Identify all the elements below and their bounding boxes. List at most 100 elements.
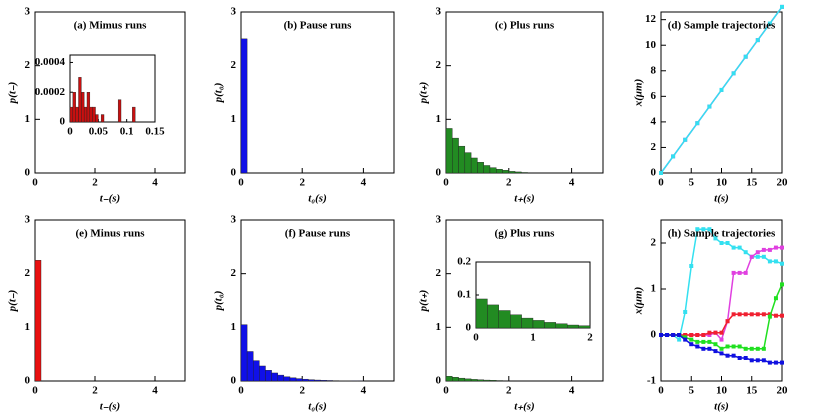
bar bbox=[289, 377, 297, 382]
marker bbox=[773, 245, 778, 250]
marker bbox=[725, 344, 730, 349]
marker bbox=[767, 247, 772, 252]
bar bbox=[458, 145, 466, 174]
marker bbox=[725, 319, 730, 324]
marker bbox=[665, 333, 670, 337]
marker bbox=[707, 330, 712, 335]
bar bbox=[567, 324, 579, 329]
bar bbox=[452, 137, 459, 174]
marker bbox=[677, 333, 682, 337]
bar bbox=[521, 172, 528, 174]
marker bbox=[671, 333, 676, 337]
y-tick-label: 3 bbox=[25, 214, 31, 226]
y-tick-label: 0 bbox=[25, 167, 31, 179]
x-tick-label: 15 bbox=[746, 177, 758, 189]
marker bbox=[761, 358, 766, 363]
bar bbox=[75, 106, 79, 123]
marker bbox=[743, 250, 748, 255]
axes-frame bbox=[240, 11, 395, 174]
bar bbox=[81, 92, 85, 123]
panel-title: (h) Sample trajectories bbox=[668, 228, 776, 240]
bar bbox=[477, 162, 484, 174]
y-tick-label: 2 bbox=[25, 267, 31, 279]
y-tick-label: 3 bbox=[231, 214, 237, 226]
bar bbox=[69, 106, 74, 123]
marker bbox=[695, 344, 700, 349]
bar bbox=[483, 165, 491, 174]
marker bbox=[683, 333, 688, 337]
marker bbox=[725, 241, 730, 245]
marker bbox=[719, 330, 724, 335]
marker bbox=[731, 312, 736, 317]
x-tick-label: 15 bbox=[746, 385, 758, 397]
y-tick-label: 0 bbox=[651, 329, 657, 341]
bar bbox=[34, 260, 42, 382]
bar bbox=[452, 377, 459, 382]
marker bbox=[707, 227, 712, 232]
bar bbox=[464, 378, 472, 382]
x-axis-label: t₊(s) bbox=[514, 193, 534, 205]
marker bbox=[677, 337, 682, 342]
marker bbox=[767, 314, 772, 319]
x-tick-label: 4 bbox=[152, 177, 158, 189]
panel-title: (b) Pause runs bbox=[284, 20, 353, 32]
bar bbox=[464, 152, 472, 174]
marker bbox=[780, 360, 784, 365]
marker bbox=[761, 254, 766, 259]
x-tick-label: 0 bbox=[67, 126, 73, 138]
bar bbox=[92, 106, 96, 123]
marker bbox=[683, 137, 688, 142]
marker bbox=[707, 346, 712, 351]
bar bbox=[477, 379, 484, 382]
bar bbox=[259, 365, 266, 382]
marker bbox=[761, 346, 766, 351]
marker bbox=[701, 333, 706, 337]
marker bbox=[731, 270, 736, 275]
x-tick-label: 0.1 bbox=[120, 126, 134, 138]
bar bbox=[72, 92, 76, 123]
y-tick-label: 0 bbox=[231, 167, 237, 179]
x-tick-label: 0 bbox=[32, 385, 38, 397]
bar bbox=[117, 99, 122, 123]
bar bbox=[483, 379, 491, 382]
x-tick-label: 0 bbox=[443, 385, 449, 397]
x-tick-label: 20 bbox=[777, 385, 789, 397]
y-tick-label: 0.1 bbox=[457, 289, 471, 301]
y-axis-label: p(t₋) bbox=[7, 290, 19, 313]
marker bbox=[719, 346, 724, 351]
axes-frame bbox=[34, 219, 186, 382]
marker bbox=[743, 312, 748, 317]
x-axis-label: t₀(s) bbox=[308, 193, 327, 205]
y-tick-label: 0 bbox=[436, 375, 442, 387]
bar bbox=[240, 324, 248, 382]
y-tick-label: 0.0004 bbox=[35, 56, 66, 68]
bar bbox=[489, 380, 497, 382]
y-tick-label: 8 bbox=[651, 64, 657, 76]
marker bbox=[701, 339, 706, 344]
y-axis-label: x(μm) bbox=[633, 287, 645, 316]
marker bbox=[707, 104, 712, 109]
x-tick-label: 0.15 bbox=[145, 126, 165, 138]
bar bbox=[470, 379, 478, 382]
marker bbox=[713, 330, 718, 335]
axes-frame bbox=[445, 11, 604, 174]
bar bbox=[489, 167, 497, 174]
marker bbox=[719, 87, 724, 92]
x-tick-label: 5 bbox=[689, 177, 695, 189]
bar bbox=[246, 351, 254, 382]
bar bbox=[470, 157, 478, 174]
bar bbox=[510, 314, 522, 329]
y-tick-label: 1 bbox=[25, 321, 31, 333]
marker bbox=[719, 337, 724, 342]
bar bbox=[496, 169, 503, 174]
marker bbox=[767, 360, 772, 365]
marker bbox=[773, 360, 778, 365]
panel-title: (f) Pause runs bbox=[285, 228, 351, 240]
y-tick-label: 0 bbox=[436, 167, 442, 179]
marker bbox=[761, 247, 766, 252]
bar bbox=[100, 114, 105, 123]
x-tick-label: 4 bbox=[569, 177, 575, 189]
bar bbox=[521, 317, 534, 329]
marker bbox=[683, 335, 688, 340]
